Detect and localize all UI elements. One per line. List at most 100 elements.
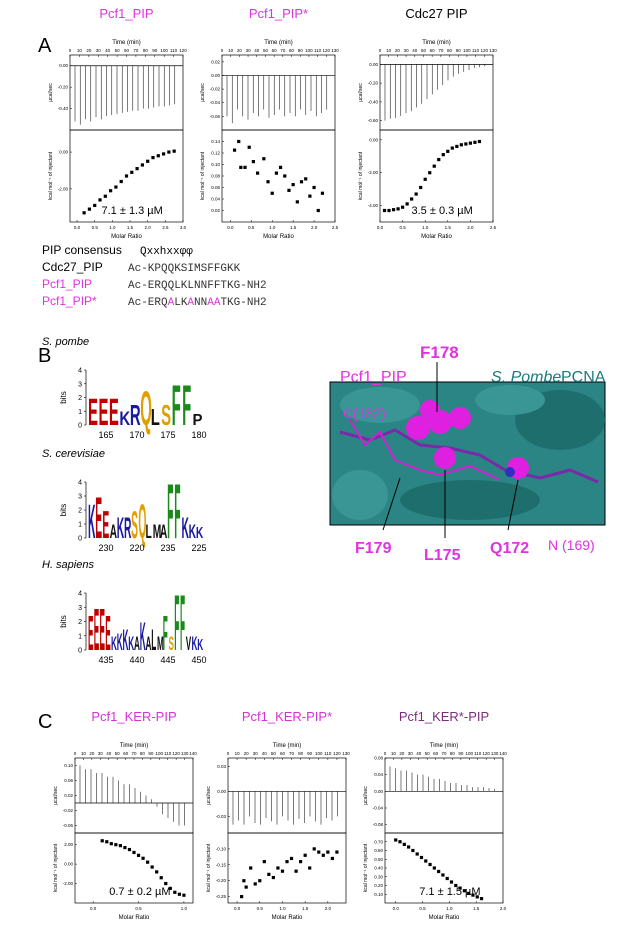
plot-frame <box>221 54 336 131</box>
time-tick-label: 40 <box>106 751 112 756</box>
time-tick-label: 0 <box>74 751 77 756</box>
time-tick-label: 100 <box>156 751 164 756</box>
data-point <box>114 843 118 847</box>
structure-label: C(182) <box>343 405 386 421</box>
logo-letter: F <box>174 468 180 555</box>
data-point <box>237 139 241 144</box>
y-tick-label: -0.02 <box>63 808 74 813</box>
data-point <box>441 873 445 877</box>
x-tick-label: 0.5 <box>135 906 142 911</box>
data-point <box>467 891 471 895</box>
axis-label: µcal/sec <box>206 786 212 805</box>
data-point <box>136 853 141 857</box>
logo-letter: K <box>111 633 117 655</box>
data-point <box>114 185 118 189</box>
species-label: S. cerevisiae <box>42 448 105 460</box>
data-point <box>172 149 176 153</box>
x-tick-label: 0.5 <box>92 225 99 230</box>
y-tick-label: -2.00 <box>368 170 379 175</box>
time-tick-label: 50 <box>115 48 121 53</box>
axis-label: Molar Ratio <box>272 915 303 921</box>
logo-letter: E <box>94 597 99 663</box>
panel-label: A <box>38 35 52 57</box>
y-tick-label: 0.40 <box>374 866 383 871</box>
data-point <box>473 140 477 144</box>
time-tick-label: 120 <box>481 48 489 53</box>
y-tick-label: 0.08 <box>211 174 220 179</box>
y-tick-label: 2 <box>78 395 82 402</box>
time-tick-label: 60 <box>124 48 130 53</box>
data-point <box>276 866 280 870</box>
time-tick-label: 110 <box>164 751 172 756</box>
time-tick-label: 50 <box>425 751 431 756</box>
y-tick-label: -0.04 <box>373 806 384 811</box>
data-point <box>455 144 459 149</box>
data-point <box>398 840 402 844</box>
plot-title: Pcf1_KER*-PIP <box>399 709 489 724</box>
data-point <box>437 157 441 162</box>
axis-label: Time (min) <box>273 743 301 749</box>
data-point <box>316 208 320 213</box>
data-point <box>156 154 160 158</box>
sequence-name: Pcf1_PIP* <box>42 294 97 308</box>
y-tick-label: 0.04 <box>211 197 220 202</box>
time-tick-label: 70 <box>280 48 286 53</box>
time-tick-label: 20 <box>86 48 92 53</box>
data-point <box>335 850 339 854</box>
data-point <box>312 847 316 851</box>
x-tick-label: 2.0 <box>500 906 507 911</box>
axis-label: µcal/sec <box>53 786 59 805</box>
y-tick-label: 0.00 <box>211 73 220 78</box>
axis-label: Time (min) <box>430 743 458 749</box>
time-tick-label: 10 <box>228 48 234 53</box>
data-point <box>479 897 484 901</box>
x-tick-label: 1.0 <box>446 906 453 911</box>
y-tick-label: -0.06 <box>63 823 74 828</box>
plot-frame <box>74 832 194 904</box>
time-tick-label: 30 <box>98 751 104 756</box>
data-point <box>98 198 102 202</box>
logo-letter: L <box>146 522 153 543</box>
x-tick-label: 1.5 <box>473 906 480 911</box>
x-tick-label: 2.0 <box>325 906 332 911</box>
x-tick-label: 1.0 <box>109 225 116 230</box>
y-tick-label: 0.20 <box>374 883 383 888</box>
time-tick-label: 110 <box>474 751 482 756</box>
data-point <box>407 845 411 849</box>
time-tick-label: 110 <box>472 48 480 53</box>
data-point <box>271 875 275 880</box>
y-tick-label: 0.00 <box>369 137 378 142</box>
y-tick-label: 0.06 <box>64 778 73 783</box>
y-tick-label: 0.50 <box>374 857 383 862</box>
time-tick-label: 90 <box>298 48 304 53</box>
data-point <box>159 876 163 880</box>
sequence-segment: A <box>168 297 175 309</box>
axis-label: µcal/sec <box>48 83 54 102</box>
logo-letter: L <box>151 623 156 657</box>
logo-letter: A <box>160 522 167 543</box>
y-tick-label: 0.30 <box>374 874 383 879</box>
time-tick-label: 130 <box>181 751 189 756</box>
axis-label: kcal mol⁻¹ of injectant <box>363 843 369 892</box>
y-tick-label: -0.08 <box>373 822 384 827</box>
y-tick-label: 0.14 <box>211 139 220 144</box>
time-tick-label: 70 <box>289 751 295 756</box>
y-tick-label: 0.00 <box>59 150 68 155</box>
time-tick-label: 80 <box>143 48 149 53</box>
logo-letter: F <box>172 373 181 437</box>
data-point <box>462 889 466 893</box>
y-tick-label: 0.10 <box>211 162 220 167</box>
y-tick-label: 0.02 <box>211 208 220 213</box>
x-tick-label: 3.0 <box>180 225 187 230</box>
sequence-segment: NN <box>194 297 207 309</box>
axis-label: bits <box>59 504 68 516</box>
time-tick-label: 50 <box>421 48 427 53</box>
y-tick-label: 0.00 <box>64 862 73 867</box>
y-tick-label: 0.10 <box>64 763 73 768</box>
y-tick-label: 0.60 <box>374 848 383 853</box>
kd-value: 7.1 ± 1.5 µM <box>419 886 480 898</box>
x-tick-label: 0.0 <box>227 225 234 230</box>
logo-letter: E <box>88 605 93 661</box>
logo-letter: S <box>169 633 174 655</box>
y-tick-label: 4 <box>78 591 82 598</box>
